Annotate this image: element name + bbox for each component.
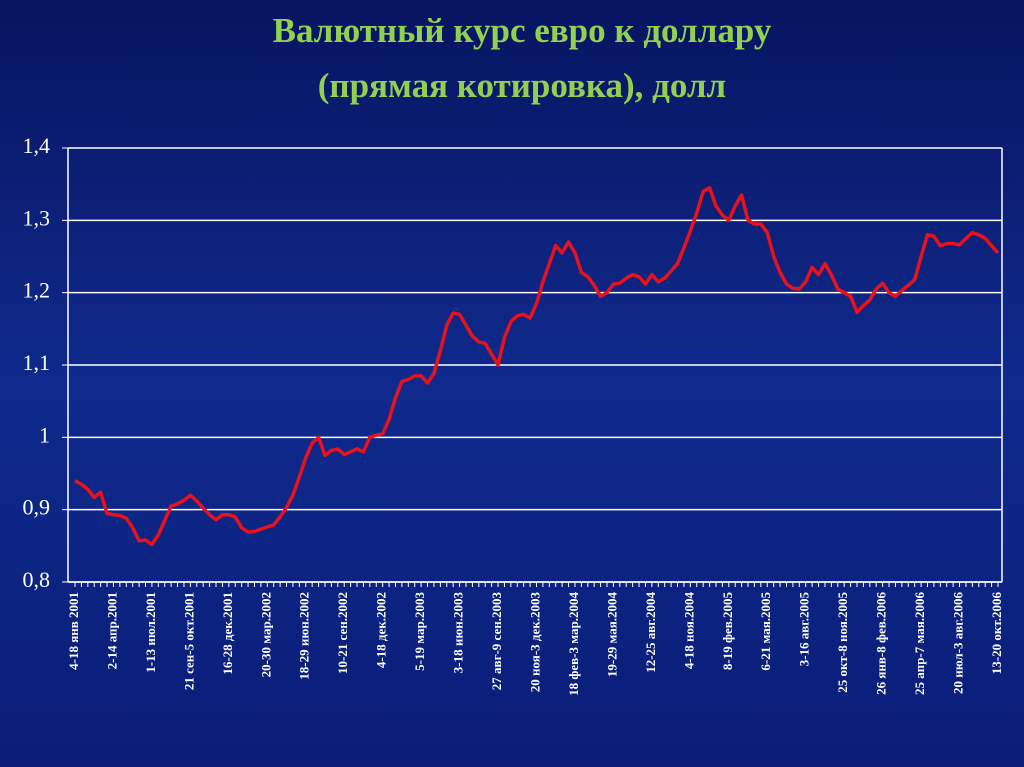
x-tick-label: 26 янв-8 фев.2006 <box>874 592 889 695</box>
x-tick-label: 5-19 мар.2003 <box>412 592 427 671</box>
x-tick-label: 6-21 мая.2005 <box>758 592 773 671</box>
x-tick-label: 20 июл-3 авг.2006 <box>951 592 966 694</box>
x-tick-label: 4-18 янв 2001 <box>66 592 81 670</box>
data-line <box>74 186 1000 547</box>
x-tick-label: 16-28 дек.2001 <box>220 592 235 675</box>
x-tick-label: 13-20 окт.2006 <box>989 592 1004 675</box>
x-tick-label: 25 апр-7 мая.2006 <box>912 592 927 695</box>
x-tick-label: 20-30 мар.2002 <box>258 592 273 677</box>
x-tick-label: 18 фев-3 мар.2004 <box>566 592 581 696</box>
y-tick-label: 0,9 <box>23 495 51 520</box>
y-tick-label: 1,2 <box>23 278 51 303</box>
chart-title: Валютный курс евро к доллару <box>273 11 772 50</box>
x-tick-label: 1-13 июл.2001 <box>143 592 158 673</box>
x-tick-label: 4-18 дек.2002 <box>374 592 389 668</box>
y-tick-label: 1 <box>39 422 50 447</box>
x-tick-label: 4-18 ноя.2004 <box>681 592 696 670</box>
chart-subtitle: (прямая котировка), долл <box>318 66 726 105</box>
y-tick-label: 0,8 <box>23 567 51 592</box>
y-tick-label: 1,1 <box>23 350 51 375</box>
x-tick-label: 3-18 июн.2003 <box>451 592 466 674</box>
y-tick-label: 1,4 <box>23 133 51 158</box>
x-tick-label: 25 окт-8 ноя.2005 <box>835 592 850 693</box>
x-tick-label: 2-14 апр.2001 <box>104 592 119 669</box>
x-tick-label: 20 ноя-3 дек.2003 <box>527 592 542 693</box>
x-tick-label: 3-16 авг.2005 <box>797 592 812 667</box>
x-tick-label: 8-19 фев.2005 <box>720 592 735 671</box>
x-tick-label: 18-29 июн.2002 <box>297 592 312 680</box>
x-tick-label: 12-25 авг.2004 <box>643 592 658 673</box>
y-tick-label: 1,3 <box>23 205 51 230</box>
x-tick-label: 27 авг-9 сен.2003 <box>489 592 504 691</box>
x-tick-label: 21 сен-5 окт.2001 <box>181 592 196 690</box>
x-tick-label: 10-21 сен.2002 <box>335 592 350 674</box>
x-tick-label: 19-29 мая.2004 <box>604 592 619 678</box>
